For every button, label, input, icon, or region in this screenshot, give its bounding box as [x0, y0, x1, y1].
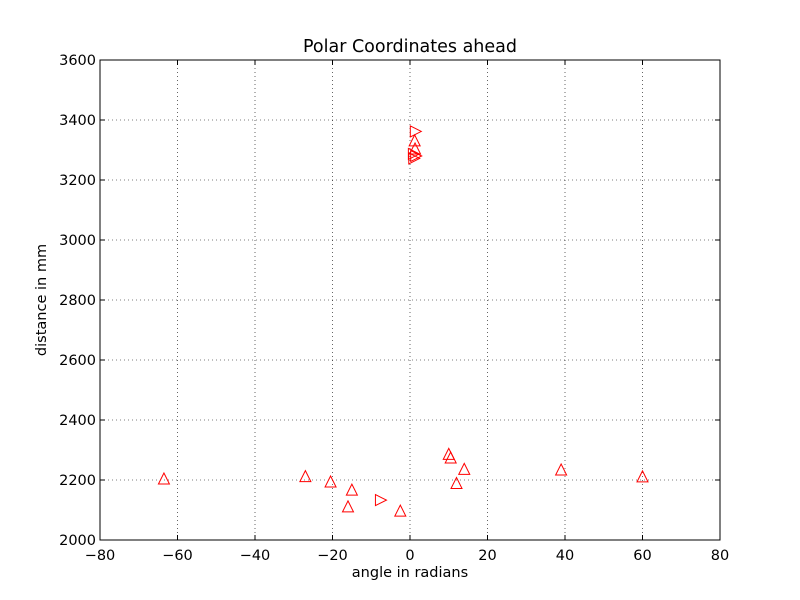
data-point	[408, 141, 422, 155]
data-points	[157, 125, 649, 517]
data-point	[444, 450, 457, 464]
y-tick-label: 2200	[59, 473, 96, 489]
x-tick-label: −60	[162, 548, 193, 564]
data-point	[374, 493, 388, 507]
data-point	[157, 471, 171, 485]
data-point	[554, 462, 568, 476]
axis-ticks: −80 −60 −40 −20 0 20 40 60 80 2000 2200 2400 2600 280…	[59, 53, 729, 564]
data-point	[394, 503, 407, 517]
y-tick-label: 2000	[59, 533, 96, 549]
y-tick-label: 2600	[59, 353, 96, 369]
x-tick-label: 80	[711, 548, 729, 564]
data-point	[636, 469, 649, 483]
y-tick-label: 3600	[59, 53, 96, 69]
x-tick-label: −80	[85, 548, 116, 564]
data-point	[457, 462, 471, 475]
x-axis-label: angle in radians	[352, 565, 468, 581]
data-point	[299, 469, 312, 483]
x-tick-label: 40	[556, 548, 574, 564]
data-point	[450, 476, 463, 489]
y-tick-label: 3200	[59, 173, 96, 189]
y-tick-label: 3400	[59, 113, 96, 129]
y-axis-label: distance in mm	[34, 244, 50, 356]
x-tick-label: 0	[405, 548, 414, 564]
y-tick-label: 3000	[59, 233, 96, 249]
data-point	[408, 133, 421, 147]
x-tick-label: −20	[317, 548, 348, 564]
data-point	[341, 499, 355, 513]
y-tick-label: 2400	[59, 413, 96, 429]
x-tick-label: −40	[240, 548, 271, 564]
data-point	[324, 474, 337, 488]
x-tick-label: 20	[478, 548, 496, 564]
data-point	[409, 125, 423, 138]
data-point	[345, 482, 359, 496]
x-tick-label: 60	[633, 548, 651, 564]
chart-title: Polar Coordinates ahead	[303, 37, 517, 57]
data-point	[408, 152, 421, 165]
data-point	[410, 149, 423, 163]
y-tick-label: 2800	[59, 293, 96, 309]
grid	[100, 60, 720, 540]
